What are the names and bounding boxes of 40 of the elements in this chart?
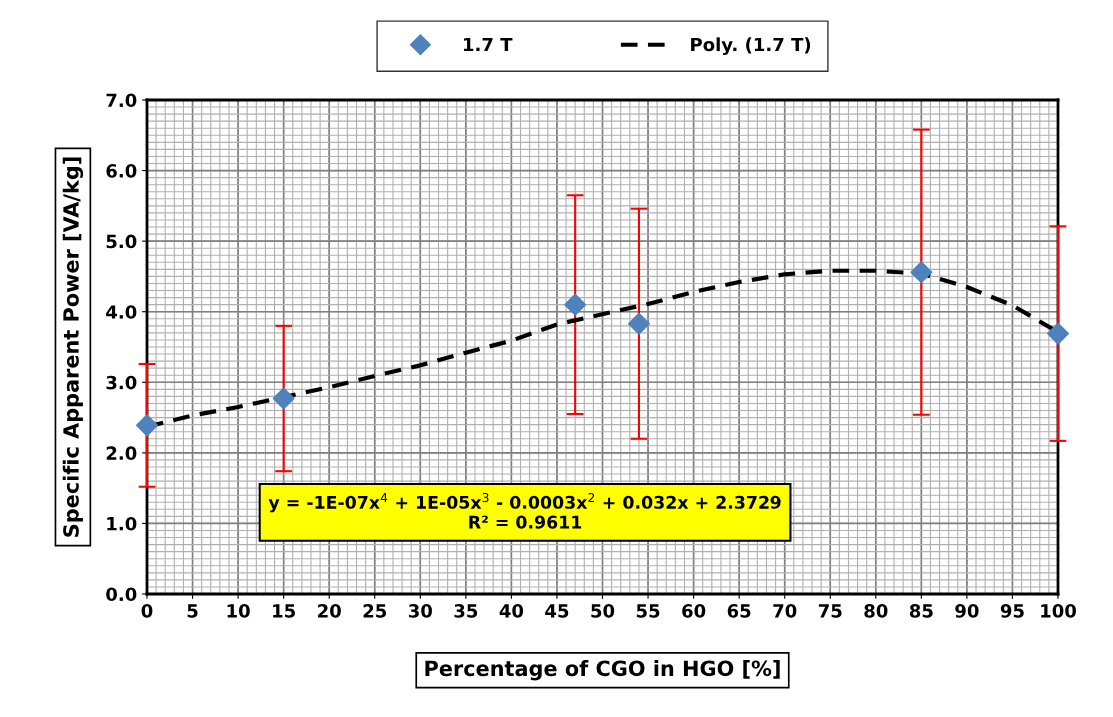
x-tick-label: 5 (187, 604, 198, 618)
x-tick-label: 75 (818, 604, 842, 618)
y-tick-label: 2.0 (106, 446, 137, 460)
point (627, 312, 650, 335)
text: y = -1E-07x$^{4}$ + 1E-05x$^{3}$ - 0.0003x$^{2}$ + 0.032x + 2.3729 R² = 0.9611 (268, 492, 781, 529)
y-tick-label: 4.0 (106, 305, 137, 319)
y-tick-label: 0.0 (106, 587, 137, 602)
y-tick-label: 5.0 (106, 234, 137, 249)
x-tick-label: 65 (727, 604, 751, 618)
x-tick-label: 95 (1000, 604, 1024, 618)
x-tick-label: 0 (141, 604, 153, 618)
x-tick-label: 20 (318, 604, 341, 618)
x-tick-label: 10 (227, 604, 250, 618)
legend-label: Poly. (1.7 T) (691, 37, 811, 55)
x-tick-label: 50 (591, 604, 615, 618)
y-tick-label: 1.0 (107, 516, 137, 531)
y-tick-label: 7.0 (106, 93, 137, 108)
x-tick-label: 90 (955, 604, 979, 618)
x-tick-label: 60 (682, 604, 706, 618)
legend-label: 1.7 T (463, 37, 513, 52)
point (272, 387, 295, 410)
y-axis-title: Specific Apparent Power [VA/kg] (62, 157, 84, 537)
point (910, 261, 933, 284)
x-tick-label: 45 (545, 604, 569, 618)
y-tick-label: 6.0 (106, 164, 137, 178)
x-tick-label: 40 (499, 604, 524, 618)
x-tick-label: 70 (773, 604, 797, 618)
x-tick-label: 100 (1041, 604, 1076, 618)
x-tick-label: 85 (909, 604, 933, 618)
x-tick-label: 30 (408, 604, 432, 618)
point (564, 293, 587, 316)
x-axis-title: Percentage of CGO in HGO [%] (425, 660, 780, 681)
y-tick-label: 3.0 (106, 375, 137, 390)
x-tick-label: 80 (864, 604, 888, 618)
point (136, 414, 158, 437)
x-tick-label: 25 (363, 604, 387, 618)
x-tick-label: 15 (273, 604, 295, 618)
x-tick-label: 35 (454, 604, 478, 618)
x-tick-label: 55 (636, 604, 660, 618)
point (1047, 322, 1069, 345)
